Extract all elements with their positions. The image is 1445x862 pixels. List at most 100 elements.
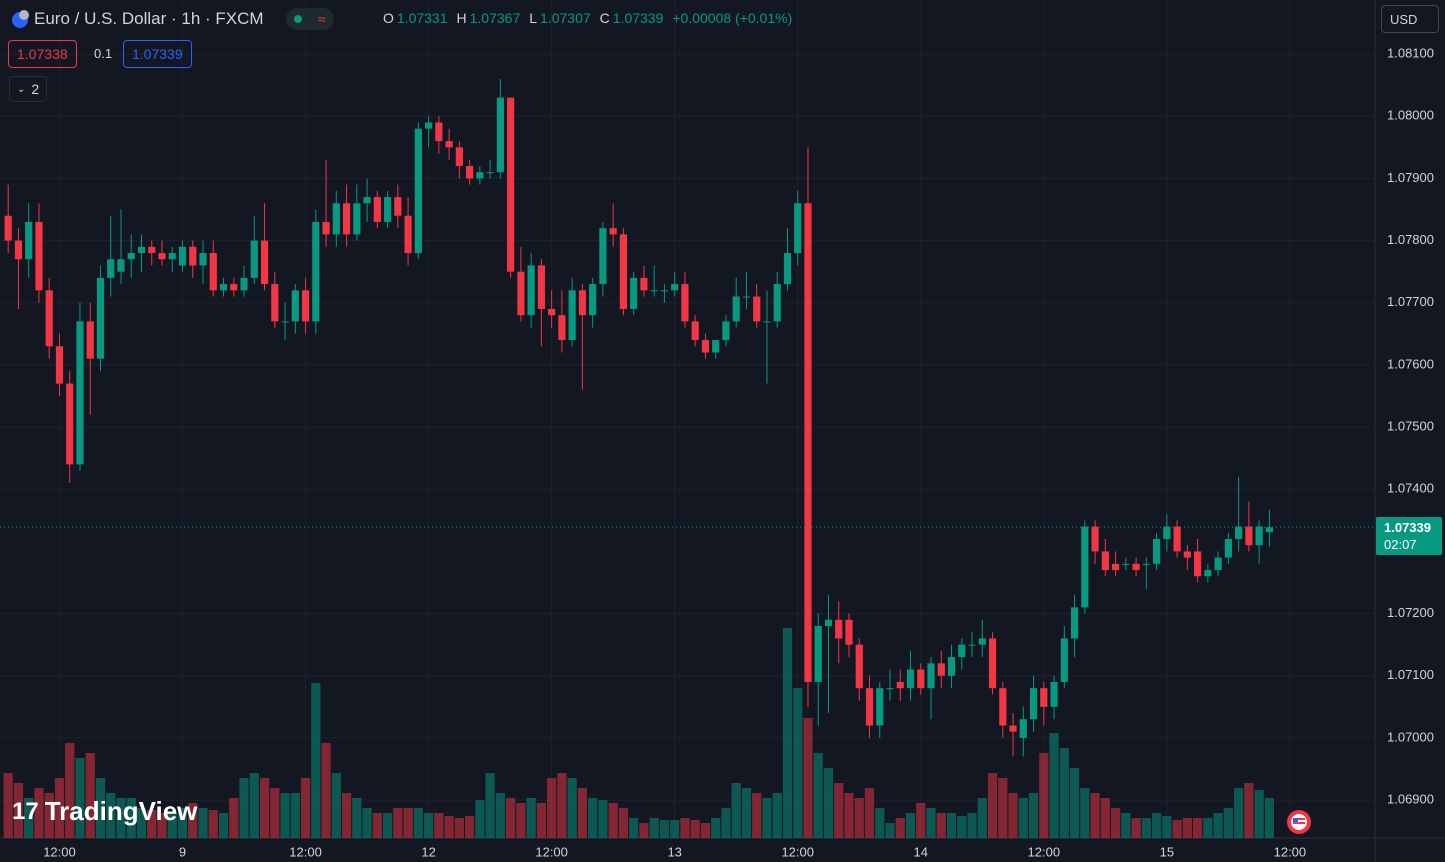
candle-body	[230, 284, 238, 291]
x-tick-label: 12:00	[535, 844, 568, 859]
volume-bar	[177, 808, 188, 838]
volume-bar	[393, 808, 403, 838]
candle-body	[107, 259, 115, 278]
candle-body	[4, 215, 12, 241]
volume-bar	[1223, 808, 1233, 838]
ohlc-change: +0.00008 (+0.01%)	[672, 10, 793, 26]
volume-bar	[1008, 793, 1018, 838]
candle-body	[947, 657, 956, 676]
candle-body	[640, 277, 648, 291]
candle-body	[137, 246, 146, 254]
candle-body	[845, 619, 853, 645]
volume-bar	[188, 803, 198, 838]
volume-bar	[198, 808, 208, 838]
volume-bar	[85, 753, 95, 838]
x-tick-label: 9	[179, 844, 186, 859]
volume-bar	[629, 818, 639, 838]
volume-bar	[116, 798, 126, 838]
candle-body	[383, 197, 392, 222]
candle-body	[937, 663, 945, 676]
candle-body	[999, 688, 1007, 726]
ohlc-value: 1.07307	[540, 10, 591, 26]
sell-button[interactable]: 1.07338	[8, 40, 77, 68]
volume-bar	[536, 803, 547, 838]
x-tick-label: 13	[667, 844, 681, 859]
ohlc-key: H	[456, 10, 467, 26]
spread: 0.1	[94, 45, 113, 61]
candle-body	[435, 122, 443, 142]
volume-bar	[577, 788, 588, 838]
volume-bar	[649, 818, 659, 838]
candle-body	[96, 277, 105, 359]
volume-bar	[362, 808, 372, 838]
candle-body	[1235, 526, 1243, 539]
volume-bar	[464, 816, 475, 838]
candle-body	[455, 147, 463, 166]
volume-bar	[762, 798, 772, 838]
candle-body	[1029, 688, 1038, 720]
candle-body	[496, 97, 504, 173]
volume-bar	[608, 803, 618, 838]
volume-bar	[782, 628, 793, 838]
candle-body	[742, 296, 751, 298]
candle-body	[917, 669, 925, 689]
candle-body	[968, 644, 976, 646]
volume-bar	[864, 788, 875, 838]
symbol-title: Euro / U.S. Dollar · 1h · FXCM	[34, 9, 264, 28]
candle-body	[650, 290, 658, 292]
candle-body	[476, 172, 484, 179]
y-tick-label: 1.07900	[1387, 170, 1434, 185]
buy-button[interactable]: 1.07339	[123, 40, 192, 68]
volume-bar	[167, 813, 177, 838]
indicators-toggle[interactable]: ⌄ 2	[9, 76, 48, 102]
y-tick-label: 1.07400	[1387, 481, 1434, 496]
volume-bar	[239, 778, 249, 838]
volume-bar	[280, 793, 290, 838]
y-tick-label: 1.07800	[1387, 232, 1434, 247]
candle-body	[537, 265, 545, 309]
candle-body	[906, 669, 915, 689]
volume-bar	[1039, 753, 1049, 838]
candle-body	[722, 321, 730, 341]
last-price-label: 1.07339 02:07	[1376, 517, 1442, 556]
volume-bar	[670, 820, 680, 838]
candle-body	[527, 265, 535, 316]
volume-bar	[1028, 793, 1039, 838]
ohlc-value: 1.07367	[469, 10, 521, 26]
candle-body	[148, 246, 156, 254]
symbol-header[interactable]: Euro / U.S. Dollar · 1h · FXCM ≈	[10, 8, 334, 30]
volume-bar	[1069, 768, 1080, 838]
volume-bar	[321, 743, 331, 838]
candle-body	[978, 638, 986, 645]
ohlc-key: O	[383, 10, 394, 26]
volume-bar	[987, 773, 998, 838]
x-tick-label: 12:00	[781, 844, 814, 859]
volume-bar	[957, 816, 967, 838]
event-icon[interactable]	[1285, 808, 1313, 836]
candle-body	[178, 246, 187, 266]
logo-mark: 17	[12, 797, 39, 825]
candle-body	[219, 284, 228, 291]
volume-bar	[259, 778, 270, 838]
candle-body	[660, 290, 669, 292]
candle-body	[927, 663, 935, 689]
ohlc-legend: O 1.07331 H 1.07367 L 1.07307 C 1.07339 +0.0…	[383, 10, 798, 26]
candle-body	[199, 253, 207, 266]
currency-button[interactable]: USD	[1381, 5, 1439, 33]
volume-bar	[75, 758, 85, 838]
logo-text: TradingView	[44, 796, 198, 826]
y-tick-label: 1.07500	[1387, 419, 1434, 434]
logo: 17 TradingView	[12, 796, 197, 827]
market-status[interactable]: ≈	[285, 8, 334, 30]
candle-body	[1009, 725, 1017, 732]
candle-body	[1101, 551, 1109, 571]
candle-body	[578, 290, 586, 316]
volume-bar	[157, 813, 167, 838]
volume-bar	[1121, 813, 1131, 838]
volume-bar	[413, 808, 423, 838]
candle-body	[291, 290, 299, 322]
volume-bar	[454, 818, 464, 838]
volume-bar	[44, 793, 54, 838]
candle-body	[66, 383, 74, 465]
